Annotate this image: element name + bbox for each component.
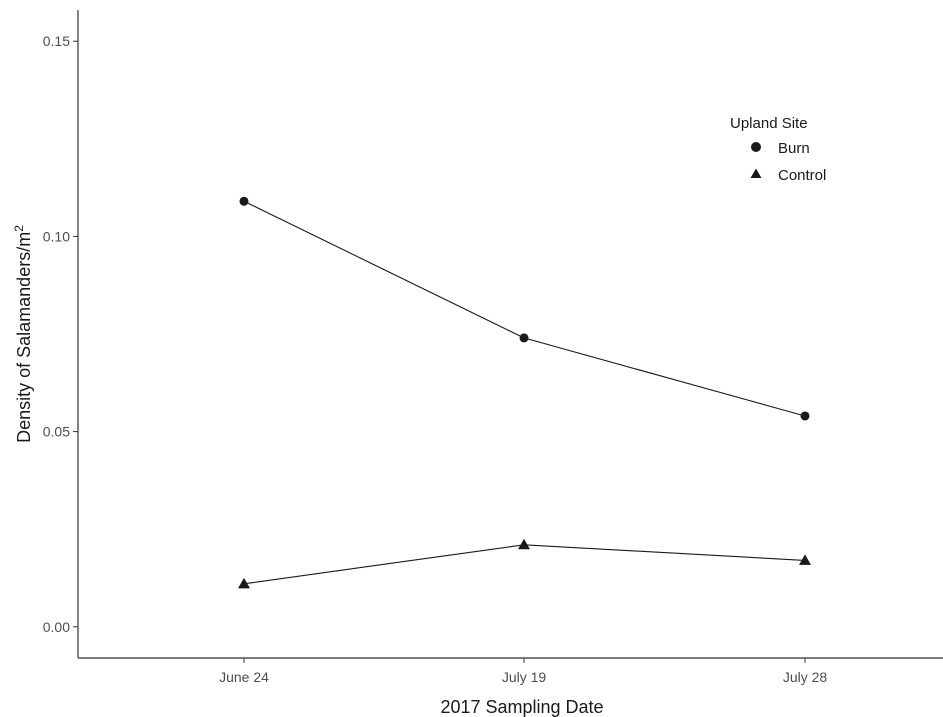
data-point-control — [799, 554, 811, 565]
data-point-control — [238, 577, 250, 589]
x-tick-label: July 19 — [502, 669, 547, 685]
data-point-control — [518, 538, 530, 550]
y-axis-title-superscript: 2 — [12, 225, 26, 232]
legend-marker-control — [750, 168, 762, 178]
y-tick-label: 0.05 — [43, 424, 70, 440]
legend: Upland Site Burn Control — [730, 115, 826, 184]
y-tick-label: 0.10 — [43, 228, 70, 244]
series-line-burn — [243, 200, 806, 417]
y-axis-ticks: 0.00 0.05 0.10 0.15 — [43, 33, 78, 635]
series-line-control — [243, 544, 806, 585]
data-point-burn — [239, 196, 249, 206]
y-tick-label: 0.00 — [43, 619, 70, 635]
x-tick-label: June 24 — [219, 669, 269, 685]
data-point-burn — [519, 333, 529, 343]
y-axis-title-text: Density of Salamanders/m — [14, 232, 34, 443]
x-axis-ticks: June 24 July 19 July 28 — [219, 658, 827, 685]
legend-marker-burn — [751, 142, 761, 152]
y-tick-label: 0.15 — [43, 33, 70, 49]
series-layer — [238, 196, 811, 589]
x-tick-label: July 28 — [783, 669, 828, 685]
legend-label-control: Control — [778, 167, 826, 184]
x-axis-title: 2017 Sampling Date — [440, 697, 603, 717]
y-axis-title: Density of Salamanders/m2 — [12, 225, 34, 443]
legend-title: Upland Site — [730, 115, 808, 132]
data-point-burn — [800, 411, 810, 421]
legend-label-burn: Burn — [778, 140, 810, 157]
